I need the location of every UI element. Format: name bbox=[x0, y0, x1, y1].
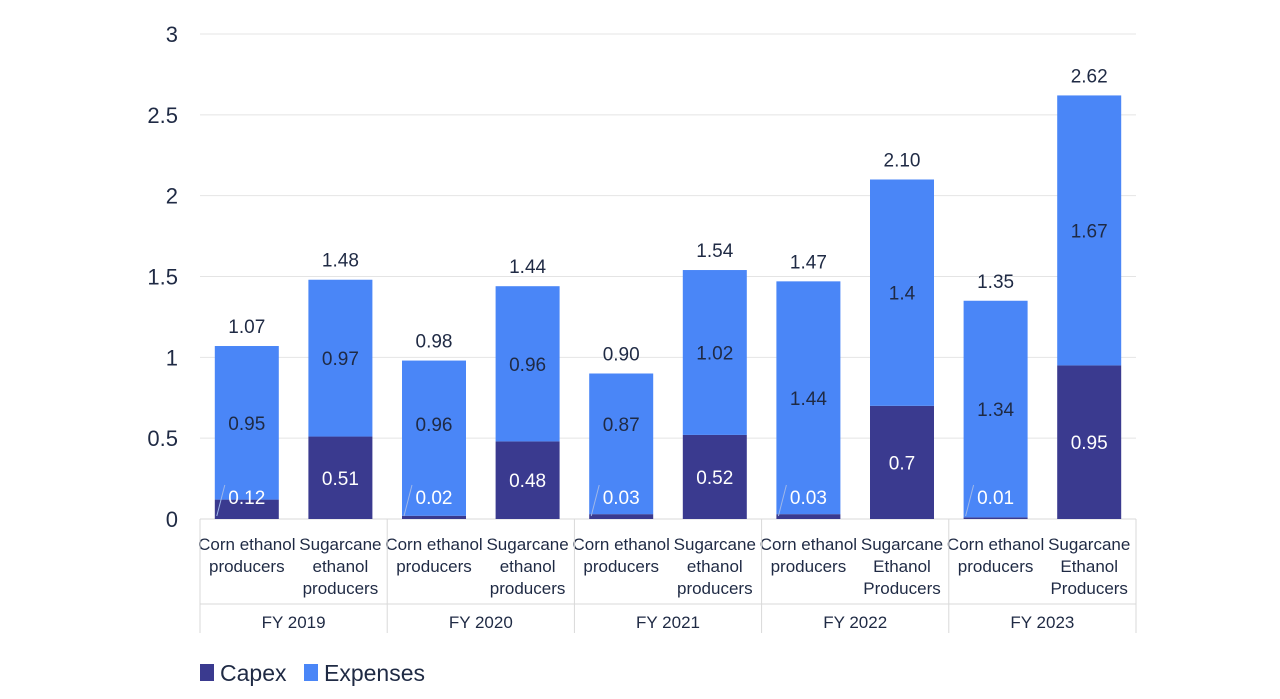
data-label-expenses: 0.97 bbox=[322, 349, 359, 370]
category-label: producers bbox=[303, 579, 379, 598]
bar-expenses bbox=[402, 360, 466, 516]
group-label: FY 2022 bbox=[823, 613, 887, 632]
data-label-capex: 0.01 bbox=[977, 488, 1014, 509]
category-label: ethanol bbox=[313, 557, 369, 576]
group-label: FY 2021 bbox=[636, 613, 700, 632]
leader-line bbox=[777, 484, 787, 517]
category-label: Producers bbox=[863, 579, 940, 598]
legend-swatch-capex bbox=[200, 664, 214, 681]
legend-swatch-expenses bbox=[304, 664, 318, 681]
bar-expenses bbox=[589, 373, 654, 515]
category-label: Corn ethanol bbox=[573, 535, 670, 554]
bar-capex bbox=[402, 515, 466, 519]
leader-line bbox=[403, 484, 413, 517]
category-label: Producers bbox=[1050, 579, 1127, 598]
legend-label-capex: Capex bbox=[220, 660, 287, 686]
category-label: Sugarcane bbox=[861, 535, 943, 554]
data-label-expenses: 1.4 bbox=[889, 284, 916, 305]
y-tick-label: 1.5 bbox=[147, 265, 178, 290]
data-label-capex: 0.03 bbox=[790, 488, 827, 509]
category-label: ethanol bbox=[687, 557, 743, 576]
data-label-capex: 0.51 bbox=[322, 469, 359, 490]
bar-expenses bbox=[214, 346, 279, 500]
category-label: Corn ethanol bbox=[385, 535, 482, 554]
data-label-expenses: 1.67 bbox=[1071, 221, 1108, 242]
category-label: Sugarcane bbox=[299, 535, 381, 554]
group-label: FY 2019 bbox=[262, 613, 326, 632]
data-label-expenses: 1.44 bbox=[790, 389, 827, 410]
data-label-expenses: 0.95 bbox=[228, 414, 265, 435]
category-label: Sugarcane bbox=[486, 535, 568, 554]
bar-expenses bbox=[308, 279, 373, 437]
leader-line bbox=[965, 484, 975, 517]
data-label-capex: 0.12 bbox=[228, 488, 265, 509]
data-label-capex: 0.48 bbox=[509, 471, 546, 492]
data-label-expenses: 1.02 bbox=[696, 343, 733, 364]
bar-capex bbox=[776, 514, 841, 519]
data-label-expenses: 0.87 bbox=[603, 415, 640, 436]
group-label: FY 2020 bbox=[449, 613, 513, 632]
legend-label-expenses: Expenses bbox=[324, 660, 425, 686]
total-label: 2.62 bbox=[1071, 66, 1108, 87]
category-label: Corn ethanol bbox=[947, 535, 1044, 554]
bar-capex bbox=[214, 499, 279, 519]
total-label: 1.47 bbox=[790, 252, 827, 273]
leader-line bbox=[216, 484, 226, 517]
data-label-capex: 0.52 bbox=[696, 468, 733, 489]
total-label: 1.07 bbox=[228, 317, 265, 338]
total-label: 1.44 bbox=[509, 257, 546, 278]
total-label: 1.54 bbox=[696, 241, 733, 262]
bar-expenses bbox=[1057, 95, 1122, 366]
bar-capex bbox=[1057, 365, 1122, 519]
category-label: Ethanol bbox=[1060, 557, 1118, 576]
bar-expenses bbox=[870, 179, 934, 406]
total-label: 2.10 bbox=[884, 151, 921, 172]
y-tick-label: 0 bbox=[166, 507, 178, 532]
category-label: Ethanol bbox=[873, 557, 931, 576]
group-label: FY 2023 bbox=[1010, 613, 1074, 632]
bar-expenses bbox=[963, 300, 1028, 518]
data-label-capex: 0.95 bbox=[1071, 433, 1108, 454]
category-label: producers bbox=[583, 557, 659, 576]
data-label-capex: 0.02 bbox=[416, 488, 453, 509]
y-tick-label: 0.5 bbox=[147, 426, 178, 451]
y-tick-label: 3 bbox=[166, 22, 178, 47]
category-label: Sugarcane bbox=[674, 535, 756, 554]
category-label: producers bbox=[209, 557, 285, 576]
bar-capex bbox=[308, 436, 373, 519]
category-label: producers bbox=[396, 557, 472, 576]
category-label: Sugarcane bbox=[1048, 535, 1130, 554]
data-label-expenses: 0.96 bbox=[416, 415, 453, 436]
category-label: Corn ethanol bbox=[198, 535, 295, 554]
category-label: producers bbox=[771, 557, 847, 576]
y-tick-label: 1 bbox=[166, 345, 178, 370]
category-label: producers bbox=[677, 579, 753, 598]
y-tick-label: 2.5 bbox=[147, 103, 178, 128]
total-label: 1.35 bbox=[977, 272, 1014, 293]
bar-capex bbox=[682, 434, 747, 519]
total-label: 0.98 bbox=[416, 332, 453, 353]
data-label-expenses: 1.34 bbox=[977, 400, 1014, 421]
bar-capex bbox=[963, 517, 1028, 519]
bar-capex bbox=[495, 441, 560, 519]
category-label: producers bbox=[958, 557, 1034, 576]
data-label-capex: 0.03 bbox=[603, 488, 640, 509]
data-label-capex: 0.7 bbox=[889, 453, 915, 474]
y-tick-label: 2 bbox=[166, 184, 178, 209]
data-label-expenses: 0.96 bbox=[509, 355, 546, 376]
total-label: 0.90 bbox=[603, 345, 640, 366]
total-label: 1.48 bbox=[322, 251, 359, 272]
bar-capex bbox=[870, 405, 934, 519]
leader-line bbox=[590, 484, 600, 517]
category-label: producers bbox=[490, 579, 566, 598]
bar-expenses bbox=[776, 281, 841, 515]
bar-expenses bbox=[682, 270, 747, 435]
category-label: Corn ethanol bbox=[760, 535, 857, 554]
category-label: ethanol bbox=[500, 557, 556, 576]
bar-expenses bbox=[495, 286, 560, 442]
bar-capex bbox=[589, 514, 654, 519]
